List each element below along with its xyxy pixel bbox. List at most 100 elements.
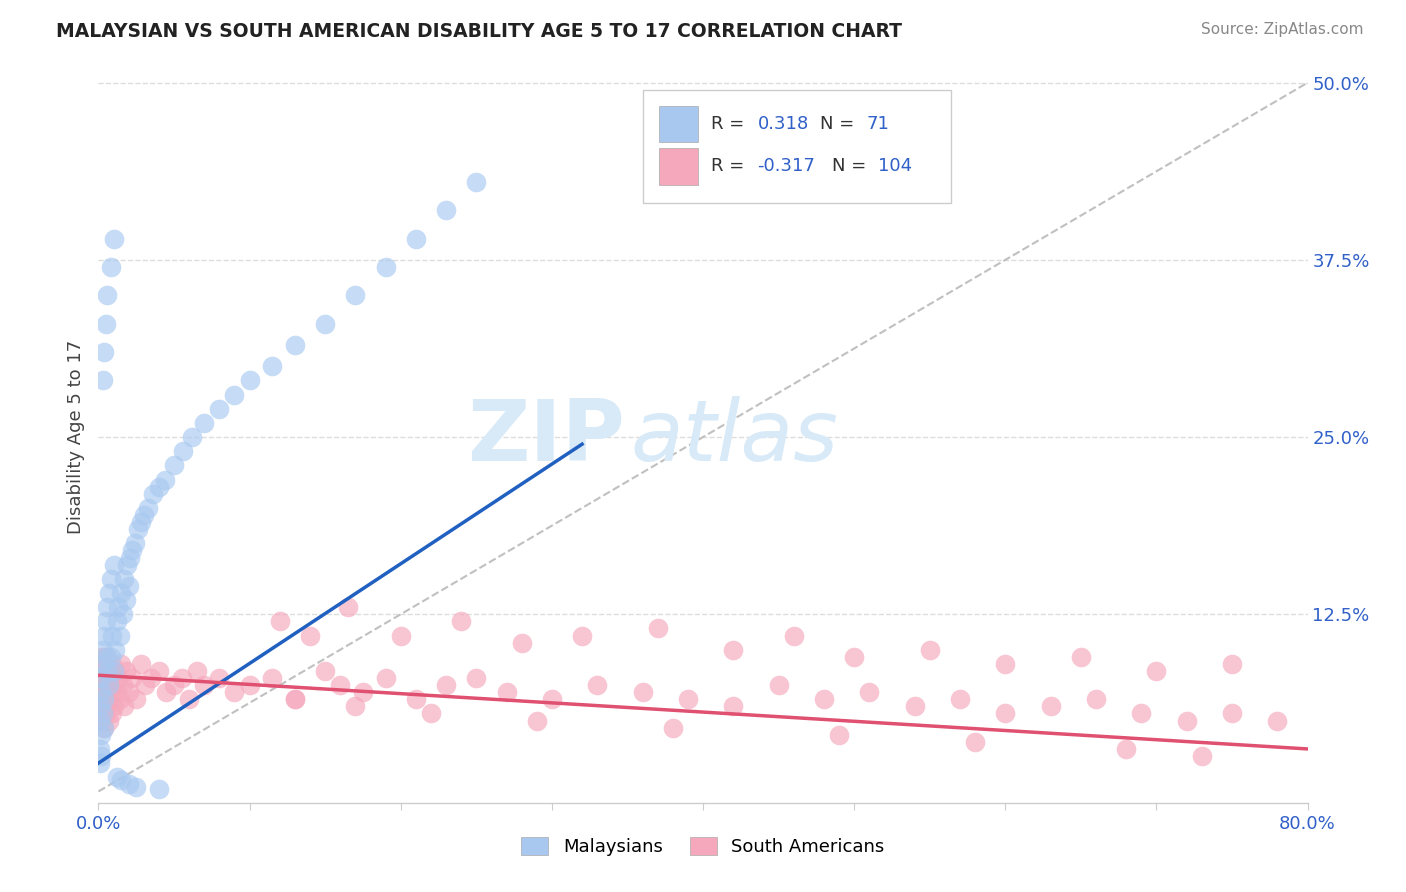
Point <box>110 657 132 671</box>
Point <box>114 664 136 678</box>
Point <box>90 685 112 699</box>
Point <box>112 572 135 586</box>
FancyBboxPatch shape <box>659 148 699 185</box>
Point <box>239 678 262 692</box>
Point <box>224 387 246 401</box>
Point <box>540 692 562 706</box>
Point <box>434 203 457 218</box>
Point <box>89 699 111 714</box>
Point <box>153 473 176 487</box>
Point <box>1220 706 1243 721</box>
Point <box>904 699 927 714</box>
Point <box>844 649 866 664</box>
Point <box>115 558 138 572</box>
Point <box>98 678 121 692</box>
Point <box>96 288 118 302</box>
Point <box>121 671 143 685</box>
Point <box>118 777 141 791</box>
Point <box>344 699 367 714</box>
Point <box>103 678 125 692</box>
Point <box>269 615 291 629</box>
Point <box>100 649 122 664</box>
Point <box>93 692 115 706</box>
Point <box>121 543 143 558</box>
Point <box>148 781 170 796</box>
Point <box>389 628 412 642</box>
Point <box>329 678 352 692</box>
Point <box>125 692 148 706</box>
Point <box>1144 664 1167 678</box>
Point <box>101 628 124 642</box>
Point <box>107 671 129 685</box>
Point <box>661 721 683 735</box>
Point <box>118 685 141 699</box>
Point <box>631 685 654 699</box>
Point <box>1175 714 1198 728</box>
Point <box>284 692 307 706</box>
Point <box>374 671 396 685</box>
Point <box>134 678 156 692</box>
Point <box>108 628 131 642</box>
Point <box>179 692 201 706</box>
Point <box>93 345 115 359</box>
Point <box>768 678 790 692</box>
Text: 104: 104 <box>879 158 912 176</box>
Point <box>994 706 1017 721</box>
Point <box>110 773 132 788</box>
Point <box>94 706 117 721</box>
Point <box>783 628 806 642</box>
Point <box>314 317 336 331</box>
Point <box>141 671 163 685</box>
Point <box>114 593 136 607</box>
Point <box>96 671 118 685</box>
Point <box>96 664 118 678</box>
Point <box>965 735 987 749</box>
Point <box>495 685 517 699</box>
Text: R =: R = <box>711 158 751 176</box>
Point <box>108 692 131 706</box>
Point <box>148 480 170 494</box>
Point <box>118 579 141 593</box>
Point <box>723 642 745 657</box>
Point <box>155 685 177 699</box>
Point <box>172 444 194 458</box>
Point <box>1039 699 1062 714</box>
Point <box>93 699 115 714</box>
Point <box>101 657 124 671</box>
Point <box>858 685 880 699</box>
Point <box>344 288 367 302</box>
Point <box>1115 742 1137 756</box>
Text: 71: 71 <box>866 115 889 133</box>
Point <box>94 657 117 671</box>
Text: R =: R = <box>711 115 751 133</box>
Point <box>193 416 215 430</box>
Point <box>224 685 246 699</box>
Point <box>105 770 128 784</box>
Point <box>828 728 851 742</box>
Point <box>89 714 111 728</box>
Point <box>526 714 548 728</box>
Point <box>104 664 127 678</box>
Point <box>93 671 115 685</box>
Point <box>170 671 193 685</box>
Point <box>510 635 533 649</box>
Point <box>465 671 488 685</box>
Point <box>91 657 114 671</box>
Point <box>723 699 745 714</box>
Point <box>420 706 443 721</box>
Point <box>90 671 112 685</box>
Point <box>208 671 231 685</box>
Point <box>262 671 284 685</box>
Point <box>1085 692 1108 706</box>
Point <box>1220 657 1243 671</box>
Point <box>103 558 125 572</box>
Point <box>89 678 111 692</box>
Point <box>90 728 112 742</box>
Point <box>111 678 134 692</box>
Point <box>91 373 114 387</box>
Point <box>91 685 114 699</box>
Point <box>93 721 115 735</box>
Point <box>813 692 835 706</box>
Point <box>124 536 146 550</box>
Point <box>163 678 186 692</box>
